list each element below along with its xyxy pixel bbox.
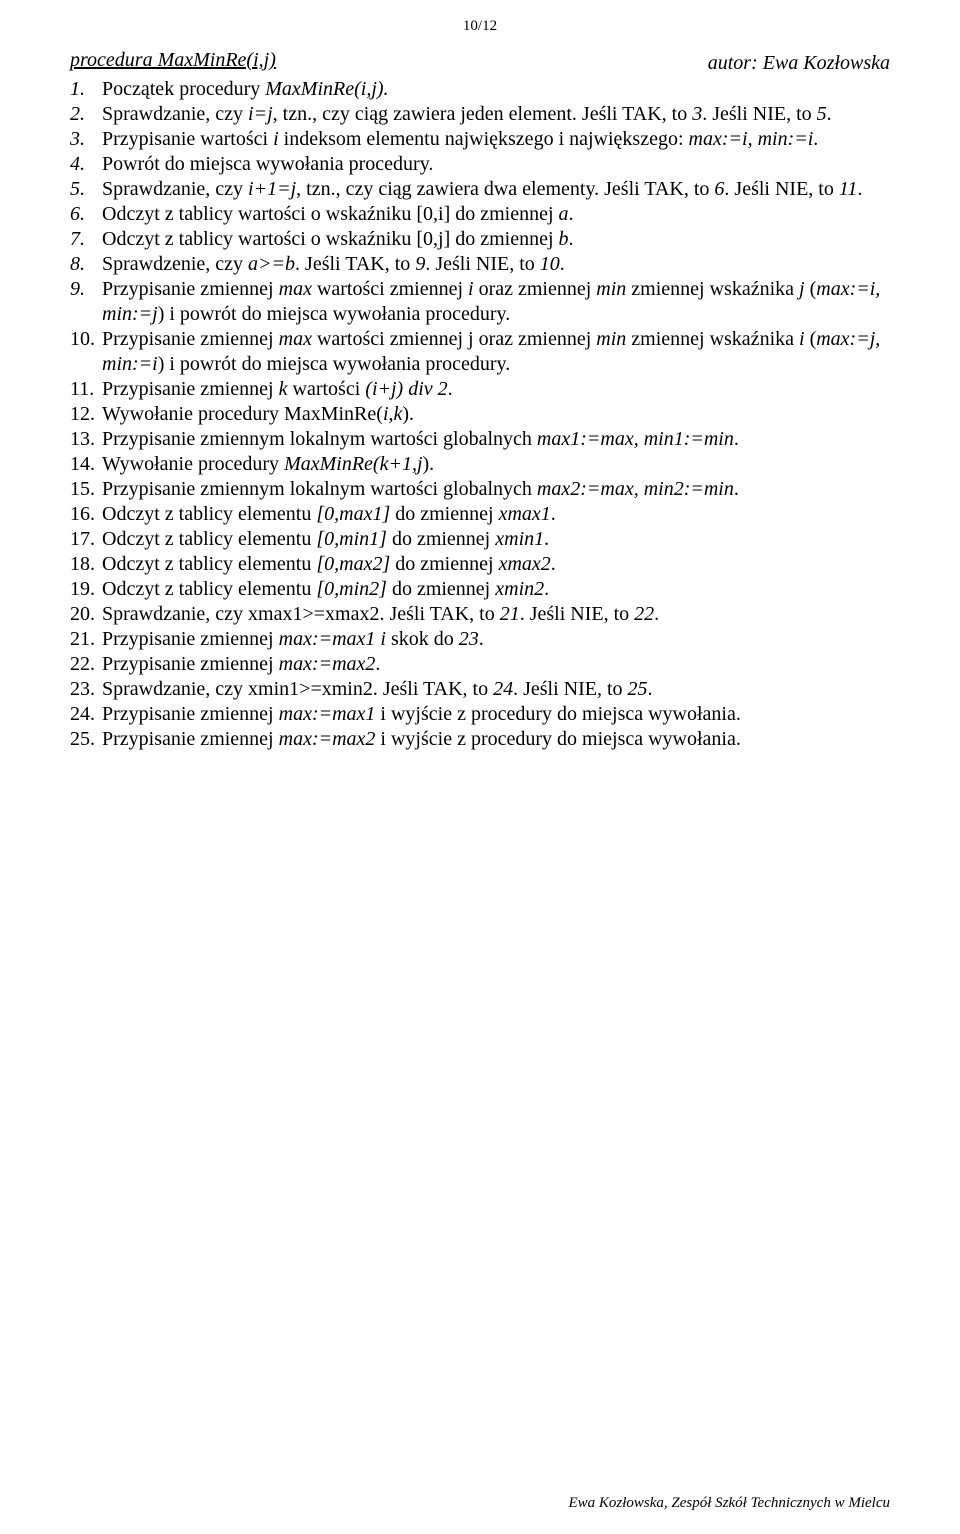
step-17: 17.Odczyt z tablicy elementu [0,min1] do…	[70, 527, 890, 552]
page: 10/12 procedura MaxMinRe(i,j) autor: Ewa…	[0, 0, 960, 1534]
step-number: 7.	[70, 227, 102, 252]
step-body: Przypisanie zmiennej max:=max2 i wyjście…	[102, 727, 890, 752]
step-11: 11.Przypisanie zmiennej k wartości (i+j)…	[70, 377, 890, 402]
page-number: 10/12	[70, 18, 890, 35]
step-1: 1.Początek procedury MaxMinRe(i,j).	[70, 77, 890, 102]
step-number: 25.	[70, 727, 102, 752]
step-body: Przypisanie zmiennej max wartości zmienn…	[102, 277, 890, 327]
step-number: 16.	[70, 502, 102, 527]
step-8: 8.Sprawdzenie, czy a>=b. Jeśli TAK, to 9…	[70, 252, 890, 277]
step-12: 12.Wywołanie procedury MaxMinRe(i,k).	[70, 402, 890, 427]
step-body: Przypisanie zmiennej max:=max1 i skok do…	[102, 627, 890, 652]
step-4: 4.Powrót do miejsca wywołania procedury.	[70, 152, 890, 177]
step-number: 18.	[70, 552, 102, 577]
step-number: 19.	[70, 577, 102, 602]
step-14: 14.Wywołanie procedury MaxMinRe(k+1,j).	[70, 452, 890, 477]
step-number: 24.	[70, 702, 102, 727]
step-21: 21.Przypisanie zmiennej max:=max1 i skok…	[70, 627, 890, 652]
step-body: Odczyt z tablicy elementu [0,min2] do zm…	[102, 577, 890, 602]
step-number: 9.	[70, 277, 102, 327]
step-number: 4.	[70, 152, 102, 177]
step-19: 19.Odczyt z tablicy elementu [0,min2] do…	[70, 577, 890, 602]
step-body: Przypisanie zmiennym lokalnym wartości g…	[102, 427, 890, 452]
step-body: Początek procedury MaxMinRe(i,j).	[102, 77, 890, 102]
step-number: 20.	[70, 602, 102, 627]
step-number: 10.	[70, 327, 102, 377]
step-body: Sprawdzenie, czy a>=b. Jeśli TAK, to 9. …	[102, 252, 890, 277]
step-body: Odczyt z tablicy wartości o wskaźniku [0…	[102, 202, 890, 227]
step-body: Odczyt z tablicy elementu [0,max1] do zm…	[102, 502, 890, 527]
step-number: 15.	[70, 477, 102, 502]
step-number: 14.	[70, 452, 102, 477]
step-16: 16.Odczyt z tablicy elementu [0,max1] do…	[70, 502, 890, 527]
step-list: 1.Początek procedury MaxMinRe(i,j).2.Spr…	[70, 77, 890, 752]
step-number: 8.	[70, 252, 102, 277]
step-2: 2.Sprawdzanie, czy i=j, tzn., czy ciąg z…	[70, 102, 890, 127]
step-number: 22.	[70, 652, 102, 677]
step-9: 9.Przypisanie zmiennej max wartości zmie…	[70, 277, 890, 327]
step-body: Sprawdzanie, czy i+1=j, tzn., czy ciąg z…	[102, 177, 890, 202]
step-body: Odczyt z tablicy elementu [0,max2] do zm…	[102, 552, 890, 577]
step-number: 3.	[70, 127, 102, 152]
step-7: 7.Odczyt z tablicy wartości o wskaźniku …	[70, 227, 890, 252]
step-body: Przypisanie wartości i indeksom elementu…	[102, 127, 890, 152]
step-body: Przypisanie zmiennej max:=max1 i wyjście…	[102, 702, 890, 727]
step-body: Powrót do miejsca wywołania procedury.	[102, 152, 890, 177]
step-body: Przypisanie zmiennej k wartości (i+j) di…	[102, 377, 890, 402]
step-body: Odczyt z tablicy elementu [0,min1] do zm…	[102, 527, 890, 552]
step-number: 13.	[70, 427, 102, 452]
step-18: 18.Odczyt z tablicy elementu [0,max2] do…	[70, 552, 890, 577]
step-body: Sprawdzanie, czy xmax1>=xmax2. Jeśli TAK…	[102, 602, 890, 627]
step-15: 15.Przypisanie zmiennym lokalnym wartośc…	[70, 477, 890, 502]
step-body: Odczyt z tablicy wartości o wskaźniku [0…	[102, 227, 890, 252]
step-number: 21.	[70, 627, 102, 652]
step-number: 12.	[70, 402, 102, 427]
step-3: 3.Przypisanie wartości i indeksom elemen…	[70, 127, 890, 152]
step-10: 10.Przypisanie zmiennej max wartości zmi…	[70, 327, 890, 377]
step-6: 6.Odczyt z tablicy wartości o wskaźniku …	[70, 202, 890, 227]
step-body: Przypisanie zmiennej max:=max2.	[102, 652, 890, 677]
step-20: 20.Sprawdzanie, czy xmax1>=xmax2. Jeśli …	[70, 602, 890, 627]
step-body: Sprawdzanie, czy i=j, tzn., czy ciąg zaw…	[102, 102, 890, 127]
step-body: Wywołanie procedury MaxMinRe(i,k).	[102, 402, 890, 427]
step-25: 25.Przypisanie zmiennej max:=max2 i wyjś…	[70, 727, 890, 752]
step-body: Wywołanie procedury MaxMinRe(k+1,j).	[102, 452, 890, 477]
step-13: 13.Przypisanie zmiennym lokalnym wartośc…	[70, 427, 890, 452]
step-number: 2.	[70, 102, 102, 127]
step-23: 23.Sprawdzanie, czy xmin1>=xmin2. Jeśli …	[70, 677, 890, 702]
step-body: Sprawdzanie, czy xmin1>=xmin2. Jeśli TAK…	[102, 677, 890, 702]
step-body: Przypisanie zmiennym lokalnym wartości g…	[102, 477, 890, 502]
step-number: 11.	[70, 377, 102, 402]
step-number: 6.	[70, 202, 102, 227]
step-body: Przypisanie zmiennej max wartości zmienn…	[102, 327, 890, 377]
page-footer: Ewa Kozłowska, Zespół Szkół Technicznych…	[568, 1495, 890, 1512]
step-number: 23.	[70, 677, 102, 702]
step-number: 1.	[70, 77, 102, 102]
step-number: 17.	[70, 527, 102, 552]
step-5: 5.Sprawdzanie, czy i+1=j, tzn., czy ciąg…	[70, 177, 890, 202]
step-22: 22.Przypisanie zmiennej max:=max2.	[70, 652, 890, 677]
step-24: 24.Przypisanie zmiennej max:=max1 i wyjś…	[70, 702, 890, 727]
step-number: 5.	[70, 177, 102, 202]
